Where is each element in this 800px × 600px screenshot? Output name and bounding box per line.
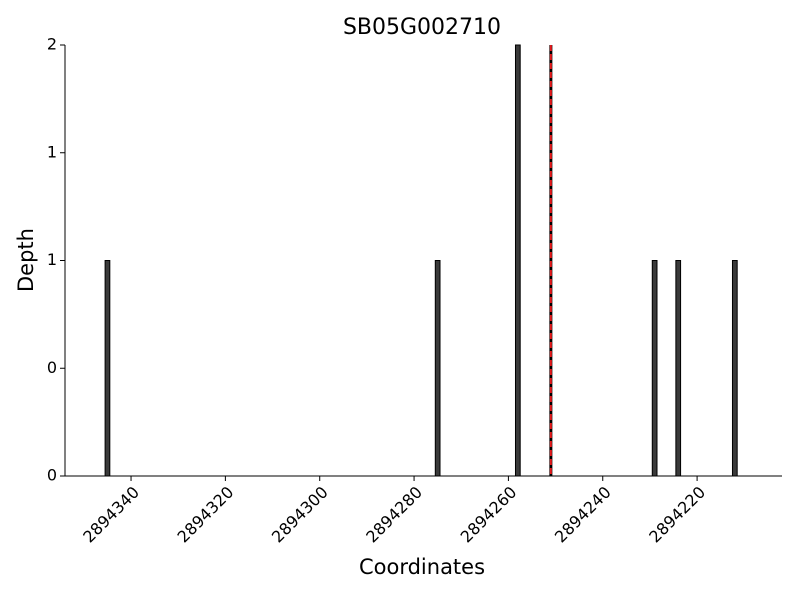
y-tick-label: 1: [47, 142, 57, 161]
bar: [651, 260, 658, 477]
x-tick-label: 2894220: [645, 483, 709, 547]
x-tick-label: 2894240: [551, 483, 615, 547]
y-tick-label: 0: [47, 466, 57, 485]
y-axis-label: Depth: [14, 228, 38, 292]
bar: [104, 260, 111, 477]
bar: [731, 260, 738, 477]
x-tick-label: 2894320: [174, 483, 238, 547]
y-tick-label: 1: [47, 250, 57, 269]
bar: [514, 44, 521, 477]
x-tick-label: 2894300: [268, 483, 332, 547]
x-tick-label: 2894340: [79, 483, 143, 547]
x-tick-label: 2894260: [457, 483, 521, 547]
bar: [434, 260, 441, 477]
x-axis-label: Coordinates: [359, 555, 485, 579]
y-tick-label: 2: [47, 35, 57, 54]
chart-title: SB05G002710: [343, 15, 501, 40]
y-tick-label: 0: [47, 358, 57, 377]
x-tick-label: 2894280: [362, 483, 426, 547]
bar: [675, 260, 682, 477]
